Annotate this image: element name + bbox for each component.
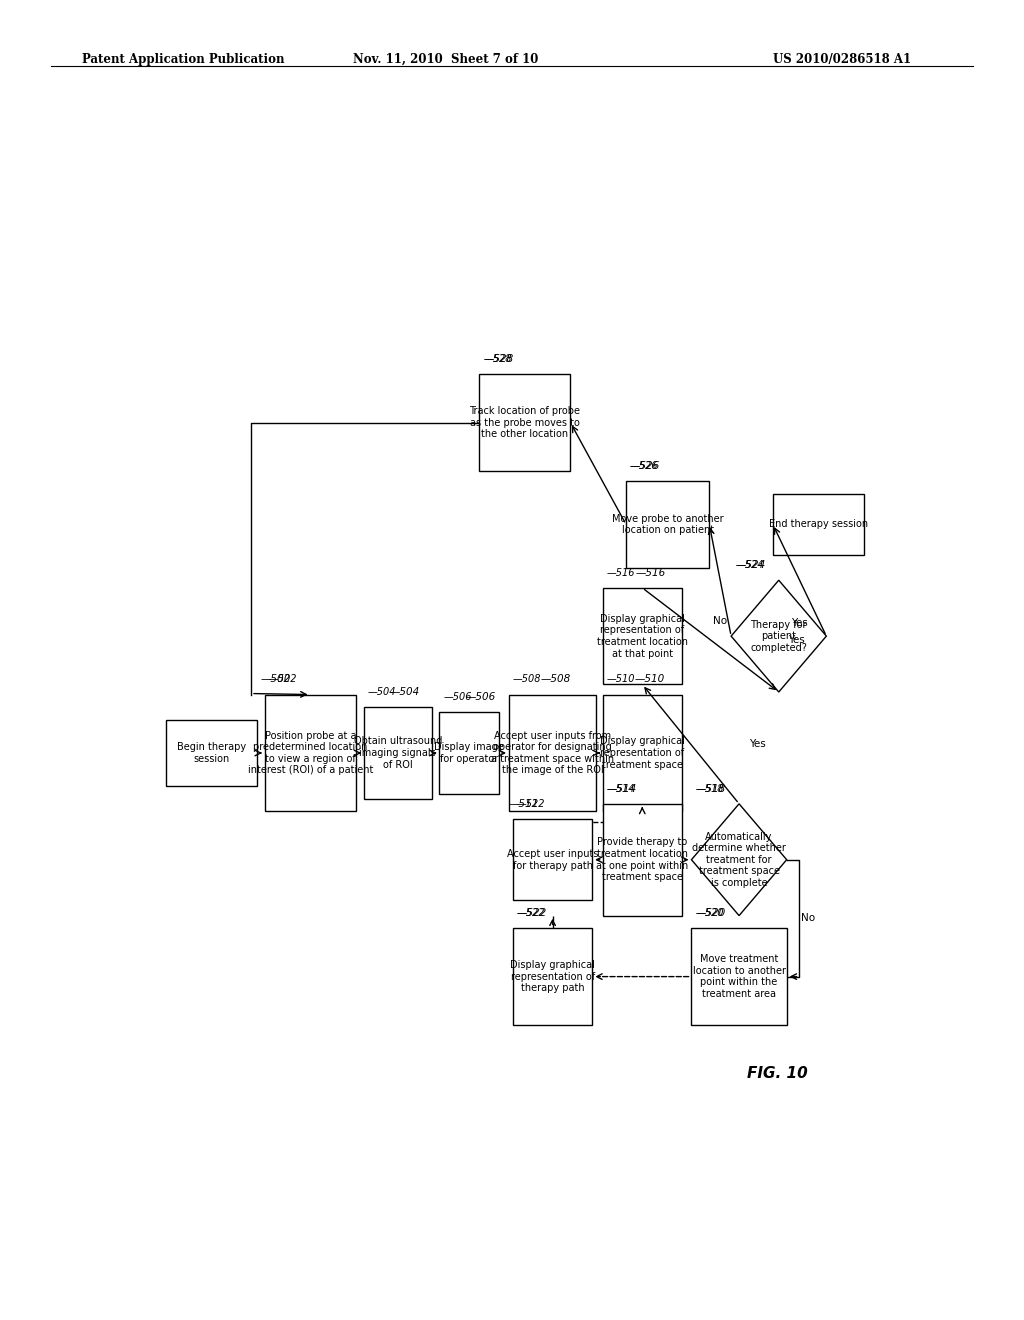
Text: Track location of probe
as the probe moves to
the other location: Track location of probe as the probe mov… bbox=[469, 407, 581, 440]
Text: —510: —510 bbox=[634, 675, 665, 684]
Text: Position probe at a
predetermined location
to view a region of
interest (ROI) of: Position probe at a predetermined locati… bbox=[248, 730, 373, 775]
FancyBboxPatch shape bbox=[365, 708, 431, 799]
Text: —518: —518 bbox=[695, 784, 726, 793]
Text: Nov. 11, 2010  Sheet 7 of 10: Nov. 11, 2010 Sheet 7 of 10 bbox=[352, 53, 539, 66]
Text: Display graphical
representation of
treatment location
at that point: Display graphical representation of trea… bbox=[597, 614, 688, 659]
FancyBboxPatch shape bbox=[773, 494, 864, 554]
Text: —504: —504 bbox=[368, 688, 396, 697]
Text: —516: —516 bbox=[636, 568, 667, 578]
Text: —508: —508 bbox=[513, 675, 542, 684]
Text: —528: —528 bbox=[483, 354, 512, 364]
Text: —526: —526 bbox=[630, 461, 660, 471]
Text: —502: —502 bbox=[261, 675, 291, 684]
Text: Move probe to another
location on patient: Move probe to another location on patien… bbox=[611, 513, 724, 535]
FancyBboxPatch shape bbox=[265, 694, 356, 812]
FancyBboxPatch shape bbox=[626, 480, 710, 568]
FancyBboxPatch shape bbox=[479, 375, 570, 471]
Text: —514: —514 bbox=[606, 784, 637, 793]
Text: Therapy for
patient
completed?: Therapy for patient completed? bbox=[751, 619, 807, 652]
FancyBboxPatch shape bbox=[166, 719, 257, 785]
Text: Provide therapy to
treatment location
at one point within
treatment space: Provide therapy to treatment location at… bbox=[596, 837, 688, 882]
FancyBboxPatch shape bbox=[602, 587, 682, 684]
Text: —514: —514 bbox=[606, 784, 635, 793]
Text: Begin therapy
session: Begin therapy session bbox=[177, 742, 246, 764]
Text: No: No bbox=[713, 616, 727, 626]
FancyBboxPatch shape bbox=[602, 694, 682, 812]
Text: —524: —524 bbox=[735, 560, 765, 570]
Text: —522: —522 bbox=[517, 908, 546, 919]
FancyBboxPatch shape bbox=[691, 928, 786, 1024]
Text: Accept user inputs from
operator for designating
a treatment space within
the im: Accept user inputs from operator for des… bbox=[492, 730, 614, 775]
Text: —502: —502 bbox=[269, 675, 297, 684]
Text: —504: —504 bbox=[390, 688, 420, 697]
Polygon shape bbox=[731, 581, 826, 692]
Text: Obtain ultrasound
imaging signals
of ROI: Obtain ultrasound imaging signals of ROI bbox=[353, 737, 442, 770]
Text: Patent Application Publication: Patent Application Publication bbox=[82, 53, 285, 66]
Text: —508: —508 bbox=[541, 675, 571, 684]
FancyBboxPatch shape bbox=[439, 713, 499, 793]
Text: —522: —522 bbox=[517, 908, 547, 919]
Text: Display graphical
representation of
treatment space: Display graphical representation of trea… bbox=[600, 737, 685, 770]
Text: End therapy session: End therapy session bbox=[769, 519, 868, 529]
Text: —512: —512 bbox=[517, 799, 546, 809]
Text: Display graphical
representation of
therapy path: Display graphical representation of ther… bbox=[510, 960, 595, 993]
Text: —520: —520 bbox=[695, 908, 726, 919]
Text: —518: —518 bbox=[695, 784, 724, 793]
Text: Yes: Yes bbox=[749, 739, 765, 750]
FancyBboxPatch shape bbox=[513, 928, 592, 1024]
Text: —526: —526 bbox=[630, 461, 658, 471]
Text: No: No bbox=[801, 913, 815, 923]
Text: FIG. 10: FIG. 10 bbox=[748, 1065, 808, 1081]
Text: —506: —506 bbox=[443, 692, 472, 702]
Text: —512: —512 bbox=[509, 799, 540, 809]
Text: —528: —528 bbox=[483, 354, 513, 364]
Text: —520: —520 bbox=[695, 908, 724, 919]
Text: Move treatment
location to another
point within the
treatment area: Move treatment location to another point… bbox=[692, 954, 785, 999]
Polygon shape bbox=[691, 804, 786, 916]
FancyBboxPatch shape bbox=[513, 818, 592, 900]
Text: Accept user inputs
for therapy path: Accept user inputs for therapy path bbox=[507, 849, 598, 870]
Text: —510: —510 bbox=[606, 675, 635, 684]
Text: US 2010/0286518 A1: US 2010/0286518 A1 bbox=[773, 53, 911, 66]
FancyBboxPatch shape bbox=[602, 804, 682, 916]
Text: Display image
for operator: Display image for operator bbox=[434, 742, 504, 764]
Text: Yes: Yes bbox=[792, 618, 808, 628]
Text: Automatically
determine whether
treatment for
treatment space
is complete: Automatically determine whether treatmen… bbox=[692, 832, 786, 888]
Text: —516: —516 bbox=[606, 568, 635, 578]
Text: —506: —506 bbox=[465, 692, 496, 702]
FancyBboxPatch shape bbox=[509, 694, 596, 812]
Text: —524: —524 bbox=[735, 560, 764, 570]
Text: Yes: Yes bbox=[788, 635, 805, 645]
